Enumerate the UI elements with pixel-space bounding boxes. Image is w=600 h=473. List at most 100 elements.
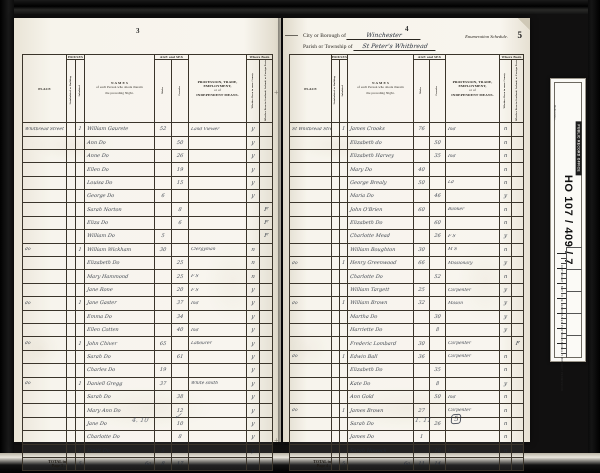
cell-female-age-text: 8 [178, 206, 183, 213]
total-females-right: 14 [429, 456, 447, 472]
cell-place [289, 162, 332, 177]
cell-inhabited [338, 202, 349, 217]
cell-place: do [289, 403, 332, 418]
cell-inhabited [338, 443, 349, 458]
cell-born-same-county: n [499, 349, 513, 365]
cell-born-same-county [499, 336, 513, 351]
cell-name-text: Anne Do [86, 153, 110, 160]
cell-profession [188, 403, 248, 418]
cell-born-same-county-text: y [251, 327, 255, 334]
cell-female-age-text: 25 [176, 273, 184, 280]
table-row: Maria Do 46 y [289, 189, 525, 204]
cell-male-age: 50 [413, 175, 431, 191]
cell-male-age [154, 309, 173, 325]
cell-profession [188, 349, 248, 365]
cell-name-text: Emma Do [86, 313, 113, 320]
cell-uninhabited [66, 215, 76, 231]
cell-born-elsewhere [259, 135, 274, 150]
cell-male-age-text: 40 [417, 166, 426, 173]
cell-female-age: 25 [171, 256, 190, 271]
cell-name-text: Charlotte Do [349, 273, 384, 280]
cell-place [22, 229, 67, 244]
cell-profession: Ind [445, 122, 501, 137]
cell-inhabited [74, 162, 86, 177]
cell-born-same-county: y [246, 122, 261, 137]
cell-born-elsewhere [511, 148, 525, 164]
cell-profession [445, 162, 501, 177]
table-row: do 1 Henry Greenwood 66 Missionary y [289, 256, 525, 271]
cell-place [289, 336, 332, 351]
cell-place [289, 202, 332, 217]
cell-inhabited-text: 1 [77, 126, 83, 133]
col-names-sub1: of each Person who abode therein [96, 85, 143, 90]
cell-name-text: Harriette Do [349, 327, 383, 334]
cell-born-same-county-text: y [503, 327, 508, 334]
cell-name-text: Mary Ann Do [86, 407, 122, 414]
cell-profession-text: F S [447, 233, 456, 239]
col-houses-uninhabited: Uninhabited or Building [66, 59, 76, 124]
cell-profession-text: Carpenter [447, 341, 472, 347]
col-profession: PROFESSION, TRADE, EMPLOYMENT, or of IND… [188, 53, 248, 124]
col-houses-inhabited-r: Inhabited [338, 59, 349, 124]
cell-uninhabited [331, 122, 340, 137]
cell-male-age [413, 322, 431, 338]
cell-female-age: 20 [171, 282, 190, 298]
cell-inhabited [338, 162, 349, 177]
cell-born-same-county-text: y [251, 447, 255, 454]
total-label-left: TOTAL in Page 3 .. [22, 456, 67, 472]
cell-uninhabited [66, 336, 76, 351]
cell-inhabited [338, 389, 349, 405]
cell-male-age-text: 36 [417, 353, 426, 360]
totals-row-right: TOTAL in Page 4 .. 5 6a 11 14 [289, 456, 525, 472]
cell-born-elsewhere [511, 349, 525, 365]
cell-born-same-county-text: n [503, 206, 508, 213]
cell-place [289, 229, 332, 244]
city-label: City or Borough of [303, 33, 346, 39]
cell-uninhabited [66, 135, 76, 150]
scale-ruler [554, 248, 567, 358]
cell-uninhabited [66, 282, 76, 298]
cell-male-age [154, 322, 173, 338]
total-born-other-left [259, 456, 274, 472]
cell-inhabited [74, 256, 86, 271]
cell-place: do [22, 242, 67, 258]
schedule-number: 5 [517, 30, 523, 40]
cell-born-same-county-text: n [503, 126, 508, 133]
cell-place-text: do [291, 260, 298, 266]
cell-born-elsewhere-text: F [263, 220, 269, 227]
cell-female-age [429, 282, 447, 298]
cell-name-text: William Gaurete [86, 126, 129, 133]
total-houses-right: 5 [338, 456, 349, 472]
cell-born-elsewhere [259, 403, 274, 418]
total-males-left: 8 [154, 456, 173, 472]
cell-male-age [154, 430, 173, 445]
cell-name: William Do [84, 229, 156, 244]
cell-uninhabited [66, 309, 76, 325]
cell-uninhabited [331, 135, 340, 150]
cell-born-same-county: n [499, 269, 513, 284]
table-row: Charlotte Mead 26 F S y [289, 229, 525, 244]
cell-male-age-text: 25 [417, 287, 426, 294]
table-row: George Brealy 50 Ld n [289, 175, 525, 191]
cell-female-age-text: 20 [176, 287, 184, 294]
cell-profession: Ind [445, 443, 501, 458]
cell-profession-text: Carpenter [447, 287, 472, 293]
table-row: John O'Brien 60 Banker n [289, 202, 525, 217]
total-uninhabited-right [331, 456, 340, 472]
cell-uninhabited [66, 229, 76, 244]
archive-reference-card: Reference:- HO 107 / 409 / 7 PUBLIC RECO… [550, 78, 586, 391]
table-row: Sarah Norton 8 F [22, 202, 274, 217]
cell-male-age [413, 229, 431, 244]
cell-uninhabited [331, 309, 340, 325]
cell-profession-text: Clergyman [190, 247, 216, 253]
cell-name: Elizabeth do [347, 135, 415, 150]
cell-uninhabited [331, 430, 340, 445]
cell-female-age-text: 26 [433, 420, 442, 427]
col-names-title-r: N A M E S [371, 81, 390, 86]
footer-check-left: ✓ [173, 412, 183, 422]
cell-born-same-county-text: n [503, 179, 508, 186]
table-row: St Whitbread Street 1 James Crooks 76 Ind n [289, 122, 525, 137]
cell-female-age [429, 430, 447, 445]
cell-born-same-county-text: y [251, 166, 255, 173]
cell-born-elsewhere [259, 282, 274, 298]
